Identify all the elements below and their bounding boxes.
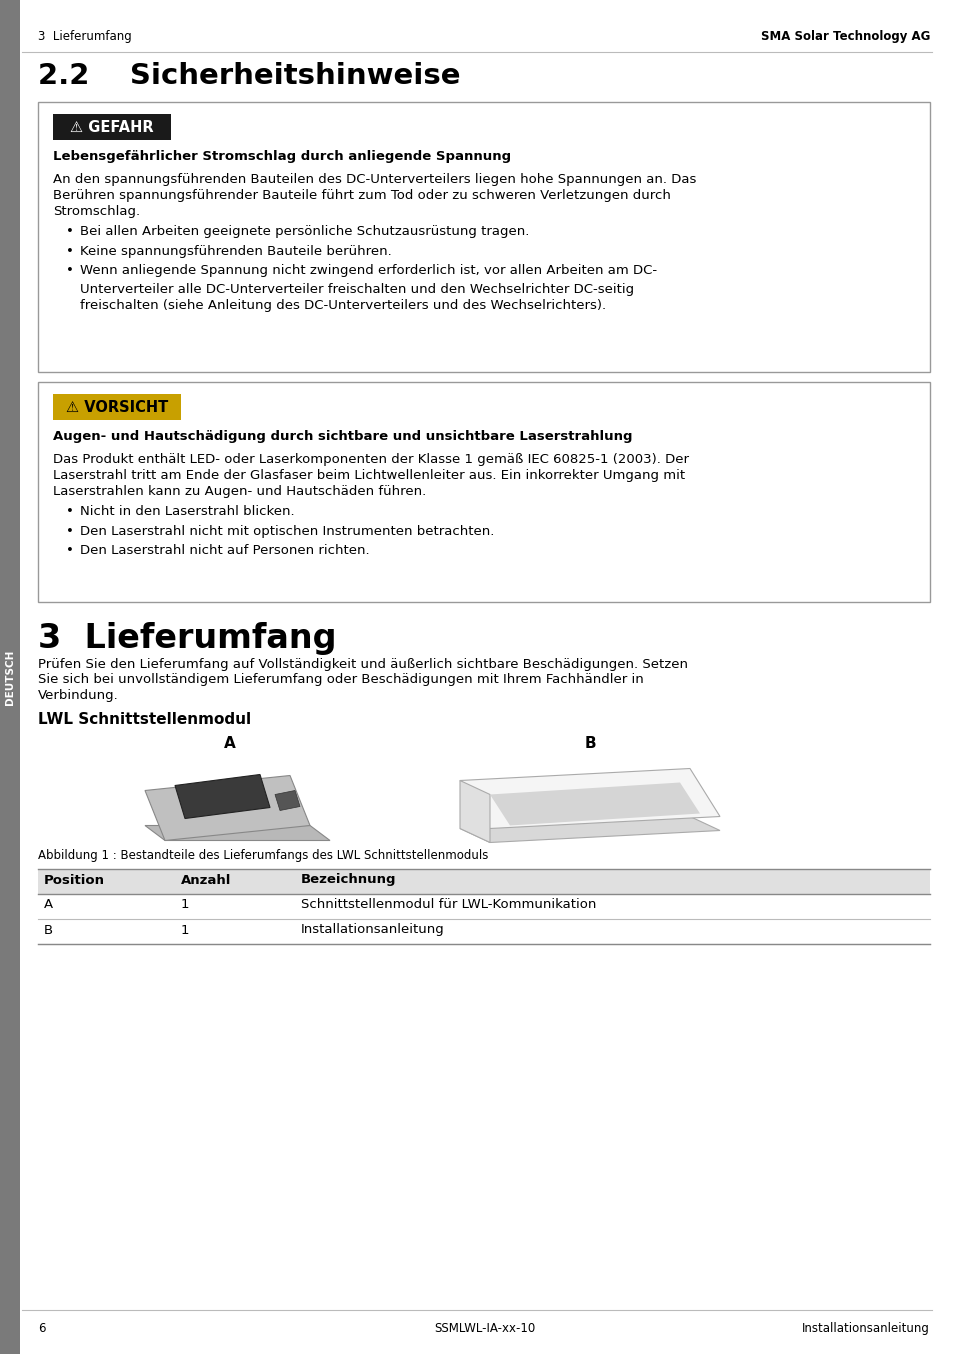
Text: Das Produkt enthält LED- oder Laserkomponenten der Klasse 1 gemäß IEC 60825-1 (2: Das Produkt enthält LED- oder Laserkompo… xyxy=(53,454,688,467)
Text: B: B xyxy=(44,923,53,937)
Text: B: B xyxy=(583,737,596,751)
Text: Installationsanleitung: Installationsanleitung xyxy=(801,1322,929,1335)
Text: 1: 1 xyxy=(181,899,190,911)
Bar xyxy=(0,0,20,1354)
Text: Lebensgefährlicher Stromschlag durch anliegende Spannung: Lebensgefährlicher Stromschlag durch anl… xyxy=(53,150,511,162)
Text: A: A xyxy=(224,737,235,751)
Text: Schnittstellenmodul für LWL-Kommunikation: Schnittstellenmodul für LWL-Kommunikatio… xyxy=(301,899,596,911)
Text: 1: 1 xyxy=(181,923,190,937)
Bar xyxy=(38,868,929,894)
Polygon shape xyxy=(274,791,299,811)
Bar xyxy=(38,102,929,372)
Bar xyxy=(53,114,171,139)
Text: An den spannungsführenden Bauteilen des DC-Unterverteilers liegen hohe Spannunge: An den spannungsführenden Bauteilen des … xyxy=(53,173,696,187)
Text: ⚠ GEFAHR: ⚠ GEFAHR xyxy=(71,119,153,134)
Text: Den Laserstrahl nicht auf Personen richten.: Den Laserstrahl nicht auf Personen richt… xyxy=(80,544,369,556)
Text: freischalten (siehe Anleitung des DC-Unterverteilers und des Wechselrichters).: freischalten (siehe Anleitung des DC-Unt… xyxy=(80,299,605,311)
Polygon shape xyxy=(490,783,700,826)
Text: •: • xyxy=(66,505,73,519)
Text: Unterverteiler alle DC-Unterverteiler freischalten und den Wechselrichter DC-sei: Unterverteiler alle DC-Unterverteiler fr… xyxy=(80,283,634,297)
Text: Berühren spannungsführender Bauteile führt zum Tod oder zu schweren Verletzungen: Berühren spannungsführender Bauteile füh… xyxy=(53,190,670,202)
Text: Prüfen Sie den Lieferumfang auf Vollständigkeit und äußerlich sichtbare Beschädi: Prüfen Sie den Lieferumfang auf Vollstän… xyxy=(38,658,687,672)
Text: Keine spannungsführenden Bauteile berühren.: Keine spannungsführenden Bauteile berühr… xyxy=(80,245,392,257)
Text: •: • xyxy=(66,524,73,538)
Text: Position: Position xyxy=(44,873,105,887)
Text: Bezeichnung: Bezeichnung xyxy=(301,873,396,887)
Text: 2.2    Sicherheitshinweise: 2.2 Sicherheitshinweise xyxy=(38,62,460,89)
Bar xyxy=(38,382,929,603)
Text: •: • xyxy=(66,225,73,238)
Text: SMA Solar Technology AG: SMA Solar Technology AG xyxy=(760,30,929,43)
Text: Wenn anliegende Spannung nicht zwingend erforderlich ist, vor allen Arbeiten am : Wenn anliegende Spannung nicht zwingend … xyxy=(80,264,657,278)
Polygon shape xyxy=(174,774,270,819)
Text: 6: 6 xyxy=(38,1322,46,1335)
Text: A: A xyxy=(44,899,53,911)
Polygon shape xyxy=(145,826,330,841)
Text: Verbindung.: Verbindung. xyxy=(38,689,118,701)
Text: Den Laserstrahl nicht mit optischen Instrumenten betrachten.: Den Laserstrahl nicht mit optischen Inst… xyxy=(80,524,494,538)
Text: 3  Lieferumfang: 3 Lieferumfang xyxy=(38,621,336,655)
Text: LWL Schnittstellenmodul: LWL Schnittstellenmodul xyxy=(38,712,251,727)
Text: Stromschlag.: Stromschlag. xyxy=(53,204,140,218)
Text: Augen- und Hautschädigung durch sichtbare und unsichtbare Laserstrahlung: Augen- und Hautschädigung durch sichtbar… xyxy=(53,431,632,443)
Polygon shape xyxy=(459,769,720,829)
Text: DEUTSCH: DEUTSCH xyxy=(5,650,15,704)
Text: Bei allen Arbeiten geeignete persönliche Schutzausrüstung tragen.: Bei allen Arbeiten geeignete persönliche… xyxy=(80,225,529,238)
Polygon shape xyxy=(145,776,310,841)
Bar xyxy=(53,394,181,420)
Text: Installationsanleitung: Installationsanleitung xyxy=(301,923,444,937)
Text: •: • xyxy=(66,264,73,278)
Text: 3  Lieferumfang: 3 Lieferumfang xyxy=(38,30,132,43)
Text: Laserstrahlen kann zu Augen- und Hautschäden führen.: Laserstrahlen kann zu Augen- und Hautsch… xyxy=(53,485,426,497)
Text: Sie sich bei unvollständigem Lieferumfang oder Beschädigungen mit Ihrem Fachhänd: Sie sich bei unvollständigem Lieferumfan… xyxy=(38,673,643,686)
Text: Anzahl: Anzahl xyxy=(181,873,232,887)
Polygon shape xyxy=(459,816,720,842)
Text: SSMLWL-IA-xx-10: SSMLWL-IA-xx-10 xyxy=(434,1322,535,1335)
Text: Nicht in den Laserstrahl blicken.: Nicht in den Laserstrahl blicken. xyxy=(80,505,294,519)
Text: Laserstrahl tritt am Ende der Glasfaser beim Lichtwellenleiter aus. Ein inkorrek: Laserstrahl tritt am Ende der Glasfaser … xyxy=(53,468,684,482)
Text: •: • xyxy=(66,245,73,257)
Text: ⚠ VORSICHT: ⚠ VORSICHT xyxy=(66,399,168,414)
Polygon shape xyxy=(459,780,490,842)
Text: •: • xyxy=(66,544,73,556)
Text: Abbildung 1 : Bestandteile des Lieferumfangs des LWL Schnittstellenmoduls: Abbildung 1 : Bestandteile des Lieferumf… xyxy=(38,849,488,861)
